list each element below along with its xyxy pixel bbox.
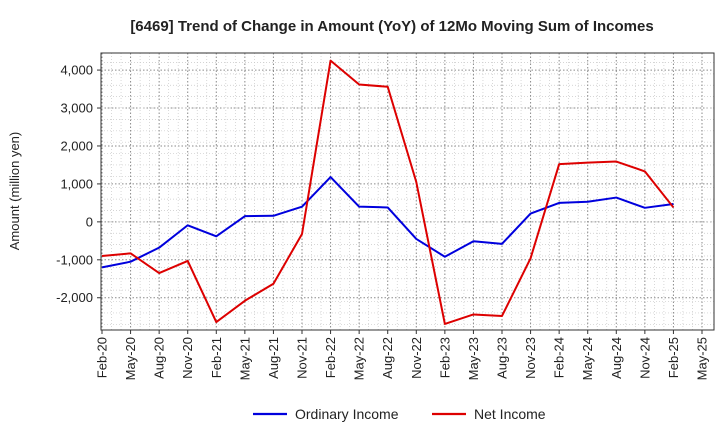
x-tick-label: Nov-24 [637, 337, 652, 379]
grid [101, 53, 714, 330]
x-tick-label: Aug-23 [495, 337, 510, 379]
chart-title: [6469] Trend of Change in Amount (YoY) o… [130, 18, 653, 35]
x-tick-label: Feb-21 [209, 337, 224, 378]
y-tick-label: -2,000 [56, 290, 93, 305]
x-tick-label: Nov-22 [409, 337, 424, 379]
plot-frame [100, 52, 715, 331]
x-tick-label: Feb-25 [666, 337, 681, 378]
legend: Ordinary Income Net Income [253, 406, 546, 422]
x-tick-label: Nov-21 [295, 337, 310, 379]
x-tick-label: Feb-23 [437, 337, 452, 378]
series-layer [101, 59, 675, 325]
x-axis: Feb-20 May-20 Aug-20 Nov-20 Feb-21 May-21 Aug-… [95, 330, 710, 380]
y-tick-label: 2,000 [60, 138, 93, 153]
x-tick-label: May-23 [466, 337, 481, 380]
x-tick-label: Feb-24 [552, 337, 567, 378]
x-tick-label: Nov-20 [180, 337, 195, 379]
x-tick-label: May-22 [352, 337, 367, 380]
x-tick-label: Aug-24 [609, 337, 624, 379]
y-tick-label: -1,000 [56, 252, 93, 267]
y-axis-label: Amount (million yen) [7, 132, 22, 251]
series-line-1 [101, 59, 675, 325]
x-tick-label: Nov-23 [523, 337, 538, 379]
legend-label: Ordinary Income [295, 406, 399, 422]
x-tick-label: Aug-20 [152, 337, 167, 379]
y-tick-label: 3,000 [60, 101, 93, 116]
x-tick-label: Aug-22 [380, 337, 395, 379]
y-tick-label: 0 [86, 214, 93, 229]
y-tick-label: 1,000 [60, 176, 93, 191]
x-tick-label: May-24 [580, 337, 595, 380]
x-tick-label: May-21 [237, 337, 252, 380]
x-tick-label: May-25 [695, 337, 710, 380]
legend-label: Net Income [474, 406, 546, 422]
y-axis: -2,000 -1,000 0 1,000 2,000 3,000 4,000 [56, 63, 101, 305]
series-line-0 [101, 176, 674, 269]
x-tick-label: May-20 [123, 337, 138, 380]
x-tick-label: Feb-20 [95, 337, 110, 378]
x-tick-label: Feb-22 [323, 337, 338, 378]
x-tick-label: Aug-21 [266, 337, 281, 379]
y-tick-label: 4,000 [60, 63, 93, 78]
